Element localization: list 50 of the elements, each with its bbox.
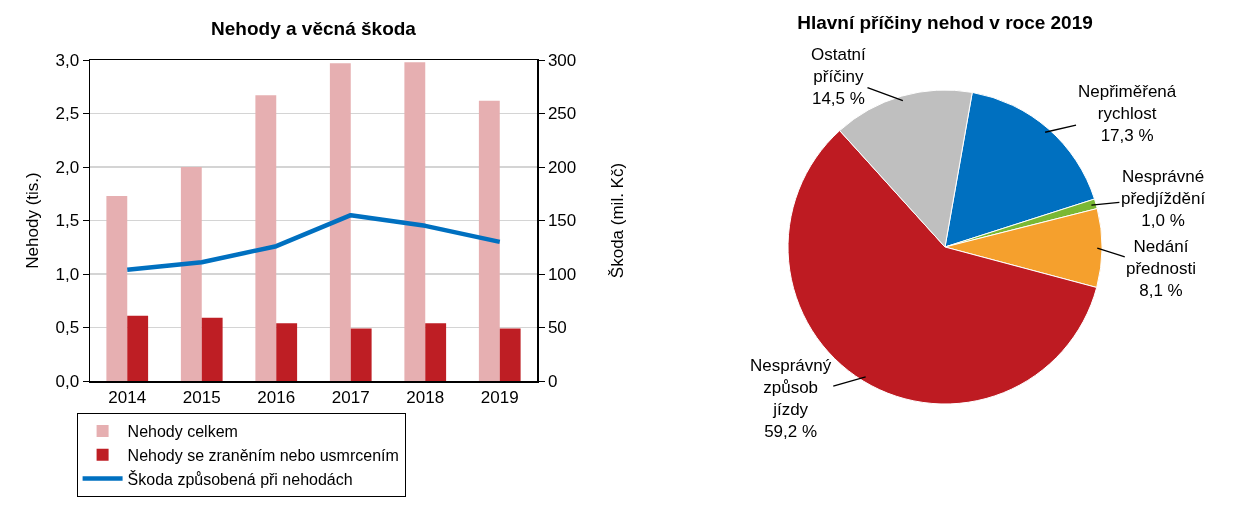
- slice-label: Ostatní příčiny: [811, 45, 867, 87]
- slice-label: Nepřiměřená rychlost: [1078, 82, 1177, 124]
- y2-tick-label: 100: [547, 264, 577, 284]
- x-tick-label: 2015: [182, 387, 221, 407]
- bar: [425, 323, 447, 381]
- slice-label: Nesprávný způsob jízdy: [750, 356, 832, 420]
- data-label: 1,0 %: [1141, 211, 1185, 231]
- legend-label: Nehody se zraněním nebo usmrcením: [127, 447, 399, 465]
- legend-label: Škoda způsobená při nehodách: [127, 469, 353, 488]
- x-tick-label: 2016: [257, 387, 296, 407]
- data-label: 59,2 %: [764, 422, 818, 442]
- bar: [180, 167, 202, 381]
- y-tick-label: 2,0: [55, 157, 80, 177]
- bar: [329, 63, 351, 381]
- data-label: 8,1 %: [1139, 281, 1183, 301]
- y2-tick-label: 300: [547, 50, 577, 70]
- y-tick-label: 1,0: [55, 264, 80, 284]
- y2-axis-title: Škoda (mil. Kč): [608, 162, 628, 279]
- chart-title: Nehody a věcná škoda: [211, 17, 417, 39]
- bar: [106, 195, 128, 381]
- bar: [478, 100, 500, 381]
- legend-label: Nehody celkem: [127, 423, 238, 441]
- y-axis-title: Nehody (tis.): [23, 172, 43, 269]
- x-tick-label: 2014: [108, 387, 147, 407]
- bar: [404, 62, 426, 381]
- slice-label: Nesprávné předjíždění: [1121, 167, 1206, 209]
- slice-label: Nedání přednosti: [1126, 237, 1196, 279]
- y2-tick-label: 0: [547, 371, 558, 391]
- x-tick-label: 2019: [480, 387, 519, 407]
- y-tick-label: 1,5: [55, 211, 80, 231]
- bar: [201, 317, 223, 381]
- y2-tick-label: 250: [547, 104, 577, 124]
- data-label: 17,3 %: [1100, 126, 1154, 146]
- bar: [350, 328, 372, 381]
- y2-tick-label: 200: [547, 157, 577, 177]
- bar: [276, 323, 298, 381]
- y2-tick-label: 150: [547, 211, 577, 231]
- y-tick-label: 0,5: [55, 318, 80, 338]
- y2-tick-label: 50: [547, 318, 567, 338]
- y-tick-label: 0,0: [55, 371, 80, 391]
- line-series: [125, 212, 502, 272]
- data-label: 14,5 %: [811, 89, 865, 109]
- y-tick-label: 3,0: [55, 50, 80, 70]
- x-tick-label: 2018: [406, 387, 445, 407]
- bar: [499, 328, 521, 381]
- x-tick-label: 2017: [331, 387, 370, 407]
- chart-title: Hlavní příčiny nehod v roce 2019: [797, 11, 1093, 33]
- bar: [255, 95, 277, 381]
- bar: [127, 315, 149, 381]
- y-tick-label: 2,5: [55, 104, 80, 124]
